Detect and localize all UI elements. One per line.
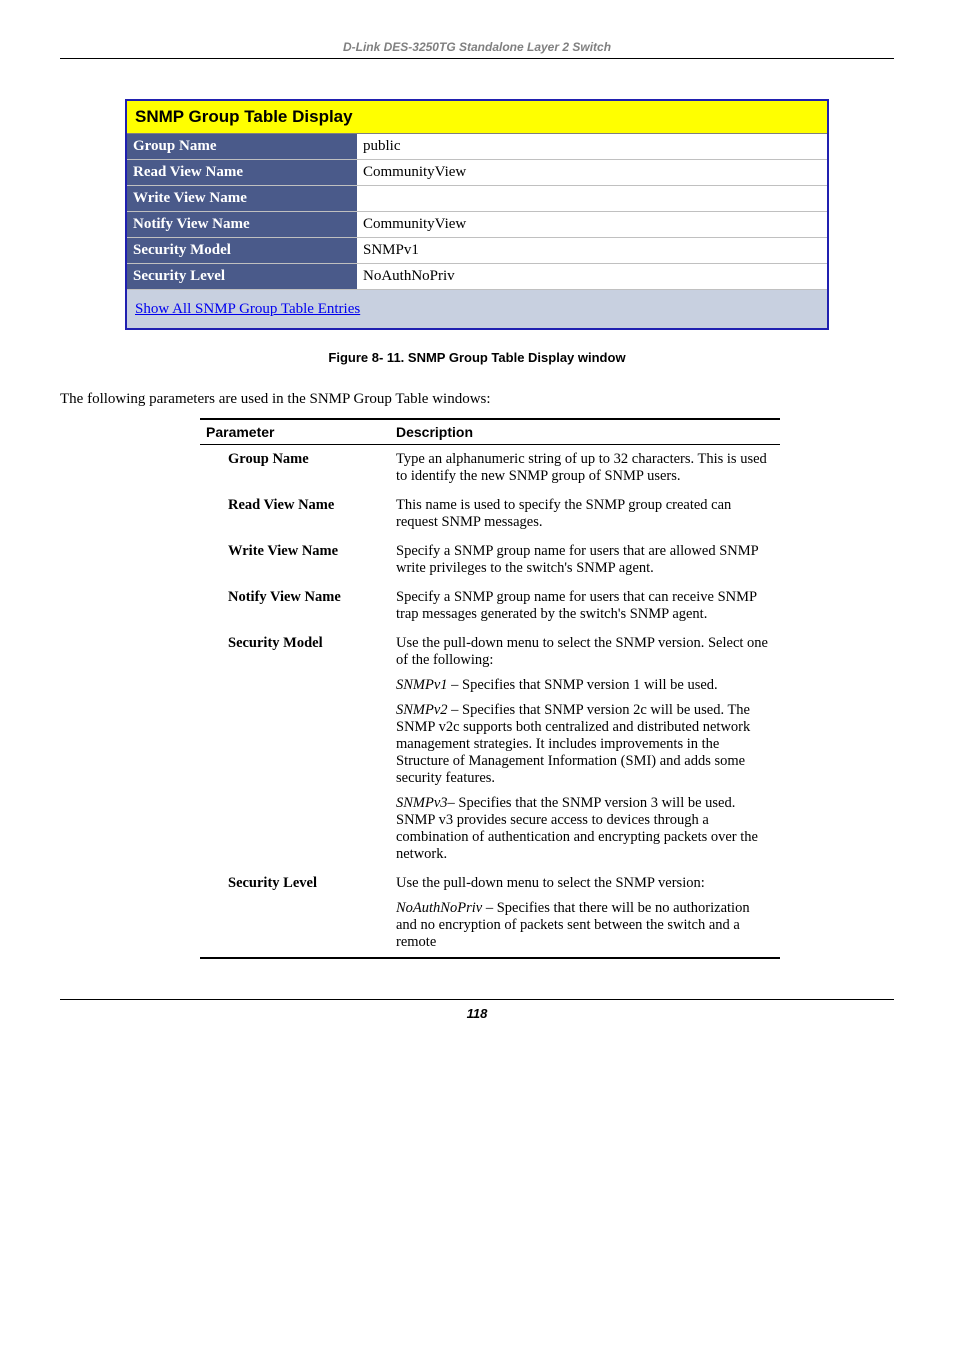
param-name: Security Level — [200, 869, 390, 958]
param-name: Security Model — [200, 629, 390, 869]
desc-paragraph: Specify a SNMP group name for users that… — [396, 589, 774, 623]
table-row: Security Level Use the pull-down menu to … — [200, 869, 780, 958]
panel-row: Notify View Name CommunityView — [127, 212, 827, 238]
panel-title-bar: SNMP Group Table Display — [127, 101, 827, 134]
desc-paragraph: SNMPv3– Specifies that the SNMP version … — [396, 795, 774, 863]
desc-paragraph: NoAuthNoPriv – Specifies that there will… — [396, 900, 774, 951]
page-number: 118 — [60, 1006, 894, 1021]
desc-paragraph: SNMPv2 – Specifies that SNMP version 2c … — [396, 702, 774, 787]
param-name: Read View Name — [200, 491, 390, 537]
desc-paragraph: Use the pull-down menu to select the SNM… — [396, 875, 774, 892]
parameter-table: Parameter Description Group NameType an … — [200, 418, 780, 959]
panel-label: Write View Name — [127, 186, 357, 211]
desc-paragraph: Specify a SNMP group name for users that… — [396, 543, 774, 577]
panel-value: public — [357, 134, 827, 159]
panel-label: Notify View Name — [127, 212, 357, 237]
param-name: Write View Name — [200, 537, 390, 583]
panel-footer: Show All SNMP Group Table Entries — [127, 290, 827, 328]
panel-row: Security Level NoAuthNoPriv — [127, 264, 827, 290]
table-row: Read View NameThis name is used to speci… — [200, 491, 780, 537]
header-rule — [60, 58, 894, 59]
param-desc: Specify a SNMP group name for users that… — [390, 583, 780, 629]
table-header-desc: Description — [390, 419, 780, 445]
param-name: Notify View Name — [200, 583, 390, 629]
desc-paragraph: SNMPv1 – Specifies that SNMP version 1 w… — [396, 677, 774, 694]
panel-value — [357, 186, 827, 211]
panel-value: CommunityView — [357, 212, 827, 237]
footer-rule — [60, 999, 894, 1000]
desc-paragraph: Use the pull-down menu to select the SNM… — [396, 635, 774, 669]
panel-row: Security Model SNMPv1 — [127, 238, 827, 264]
table-header-param: Parameter — [200, 419, 390, 445]
desc-paragraph: This name is used to specify the SNMP gr… — [396, 497, 774, 531]
panel-value: NoAuthNoPriv — [357, 264, 827, 289]
param-desc: This name is used to specify the SNMP gr… — [390, 491, 780, 537]
panel-title: SNMP Group Table Display — [135, 107, 353, 126]
table-row: Group NameType an alphanumeric string of… — [200, 445, 780, 492]
panel-label: Group Name — [127, 134, 357, 159]
panel-label: Security Level — [127, 264, 357, 289]
body-text: The following parameters are used in the… — [60, 391, 894, 408]
panel-value: SNMPv1 — [357, 238, 827, 263]
snmp-panel: SNMP Group Table Display Group Name publ… — [125, 99, 829, 330]
table-row: Write View NameSpecify a SNMP group name… — [200, 537, 780, 583]
param-desc: Type an alphanumeric string of up to 32 … — [390, 445, 780, 492]
table-row: Security ModelUse the pull-down menu to … — [200, 629, 780, 869]
panel-row: Read View Name CommunityView — [127, 160, 827, 186]
param-name: Group Name — [200, 445, 390, 492]
panel-value: CommunityView — [357, 160, 827, 185]
panel-label: Read View Name — [127, 160, 357, 185]
table-row: Notify View NameSpecify a SNMP group nam… — [200, 583, 780, 629]
figure-caption: Figure 8- 11. SNMP Group Table Display w… — [60, 350, 894, 365]
panel-row: Group Name public — [127, 134, 827, 160]
show-all-link[interactable]: Show All SNMP Group Table Entries — [135, 301, 360, 317]
param-desc: Use the pull-down menu to select the SNM… — [390, 869, 780, 958]
doc-header: D-Link DES-3250TG Standalone Layer 2 Swi… — [60, 40, 894, 54]
panel-row: Write View Name — [127, 186, 827, 212]
param-desc: Use the pull-down menu to select the SNM… — [390, 629, 780, 869]
panel-label: Security Model — [127, 238, 357, 263]
param-desc: Specify a SNMP group name for users that… — [390, 537, 780, 583]
desc-paragraph: Type an alphanumeric string of up to 32 … — [396, 451, 774, 485]
